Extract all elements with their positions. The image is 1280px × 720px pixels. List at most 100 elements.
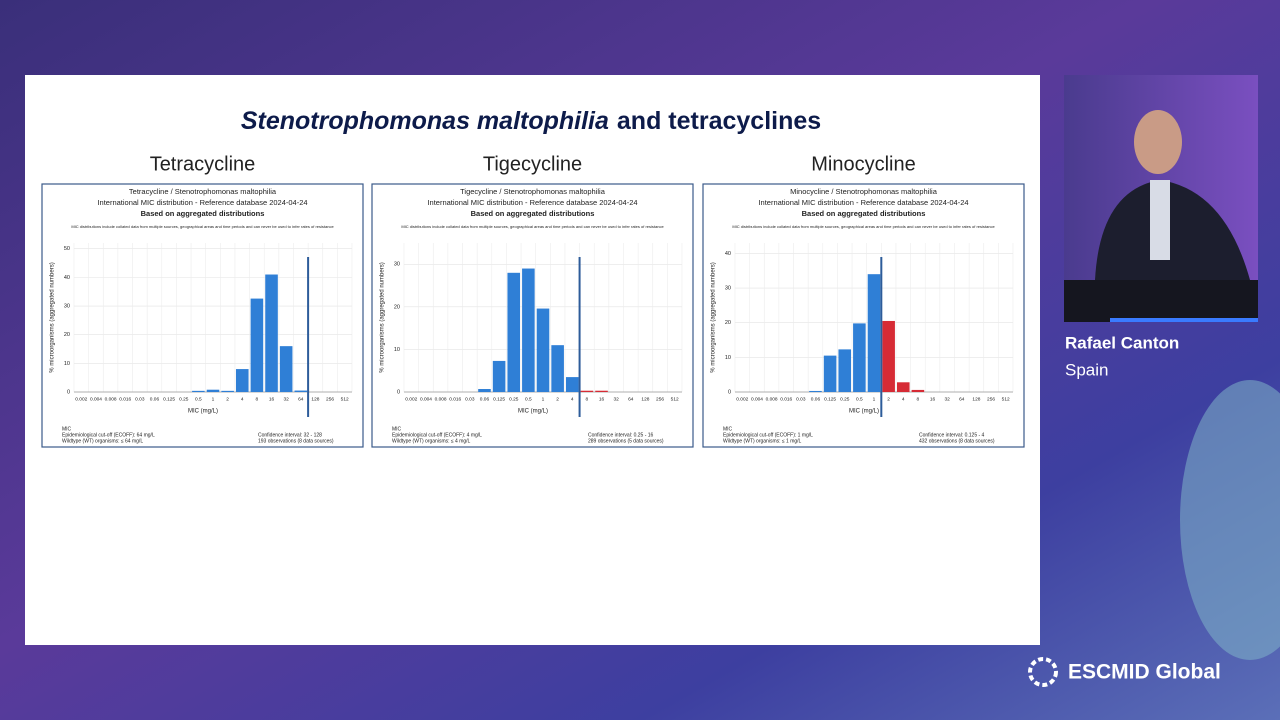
y-axis-label: % microorganisms (aggregated numbers) xyxy=(711,262,717,372)
chart: Tetracycline Tetracycline / Stenotrophomo… xyxy=(41,153,364,448)
y-tick-label: 40 xyxy=(64,275,70,281)
footer-left: Wildtype (WT) organisms: ≤ 4 mg/L xyxy=(392,438,471,444)
bar xyxy=(565,377,579,392)
bar xyxy=(522,268,535,392)
x-tick-label: 8 xyxy=(917,396,920,402)
bar xyxy=(250,298,264,392)
footer-left: MIC xyxy=(62,426,72,432)
bar xyxy=(896,382,910,392)
x-tick-label: 16 xyxy=(599,396,605,402)
x-tick-label: 0.03 xyxy=(465,396,475,402)
x-tick-label: 8 xyxy=(256,396,259,402)
decor xyxy=(1180,380,1280,660)
x-tick-label: 0.002 xyxy=(405,396,417,402)
speaker-body xyxy=(1095,180,1250,280)
footer-right: 289 observations (5 data sources) xyxy=(588,438,664,444)
x-tick-label: 64 xyxy=(959,396,965,402)
chart-title-line: Based on aggregated distributions xyxy=(141,209,265,218)
bar xyxy=(823,355,837,392)
footer-left: MIC xyxy=(392,426,402,432)
chart-title-line: Tetracycline / Stenotrophomonas maltophi… xyxy=(129,187,277,196)
x-tick-label: 1 xyxy=(212,396,215,402)
x-tick-label: 4 xyxy=(571,396,574,402)
x-tick-label: 0.002 xyxy=(736,396,748,402)
x-tick-label: 16 xyxy=(269,396,275,402)
y-tick-label: 0 xyxy=(728,389,731,395)
chart-title-line: International MIC distribution - Referen… xyxy=(427,198,637,207)
bar xyxy=(279,346,293,392)
footer-left: Epidemiological cut-off (ECOFF): 64 mg/L xyxy=(62,432,155,438)
x-tick-label: 0.25 xyxy=(509,396,519,402)
footer-right: Confidence interval: 32 - 128 xyxy=(258,432,322,438)
x-tick-label: 1 xyxy=(542,396,545,402)
bar xyxy=(221,390,234,392)
x-tick-label: 256 xyxy=(987,396,995,402)
bar xyxy=(911,389,925,392)
x-tick-label: 512 xyxy=(341,396,349,402)
x-axis-label: MIC (mg/L) xyxy=(188,409,218,415)
y-axis-label: % microorganisms (aggregated numbers) xyxy=(50,262,56,372)
y-tick-label: 0 xyxy=(67,389,70,395)
chart-heading: Tigecycline xyxy=(483,153,582,175)
speaker-shirt xyxy=(1150,180,1170,260)
y-tick-label: 20 xyxy=(394,304,400,310)
x-tick-label: 0.008 xyxy=(435,396,447,402)
x-tick-label: 0.016 xyxy=(119,396,131,402)
bar xyxy=(580,390,594,392)
x-tick-label: 128 xyxy=(972,396,980,402)
x-tick-label: 512 xyxy=(1002,396,1010,402)
x-tick-label: 8 xyxy=(586,396,589,402)
bar xyxy=(492,360,506,392)
x-tick-label: 0.008 xyxy=(105,396,117,402)
x-tick-label: 2 xyxy=(887,396,890,402)
x-tick-label: 0.004 xyxy=(751,396,763,402)
x-tick-label: 4 xyxy=(241,396,244,402)
chart-disclaimer: MIC distributions include collated data … xyxy=(401,224,664,229)
x-tick-label: 256 xyxy=(326,396,334,402)
bar xyxy=(809,390,822,392)
lectern xyxy=(1064,280,1258,322)
y-tick-label: 30 xyxy=(64,303,70,309)
footer-left: Epidemiological cut-off (ECOFF): 4 mg/L xyxy=(392,432,482,438)
bar xyxy=(838,349,852,392)
speaker-video xyxy=(1064,75,1258,322)
x-tick-label: 0.5 xyxy=(525,396,532,402)
chart-frame xyxy=(41,183,364,448)
x-tick-label: 0.5 xyxy=(195,396,202,402)
x-tick-label: 1 xyxy=(873,396,876,402)
x-tick-label: 128 xyxy=(641,396,649,402)
x-tick-label: 2 xyxy=(556,396,559,402)
x-tick-label: 0.03 xyxy=(135,396,145,402)
chart-frame xyxy=(702,183,1025,448)
logo-text: ESCMID Global xyxy=(1068,661,1221,684)
bar xyxy=(507,272,521,392)
y-tick-label: 10 xyxy=(725,355,731,361)
bar xyxy=(551,345,564,392)
x-tick-label: 0.008 xyxy=(766,396,778,402)
footer-right: Confidence interval: 0.125 - 4 xyxy=(919,432,985,438)
chart-title-line: Minocycline / Stenotrophomonas maltophil… xyxy=(790,187,938,196)
x-tick-label: 0.002 xyxy=(75,396,87,402)
footer-right: Confidence interval: 0.25 - 16 xyxy=(588,432,654,438)
speaker-head xyxy=(1134,110,1182,174)
y-tick-label: 10 xyxy=(394,347,400,353)
y-tick-label: 20 xyxy=(64,332,70,338)
x-tick-label: 0.25 xyxy=(840,396,850,402)
bar xyxy=(265,274,278,392)
footer-left: Wildtype (WT) organisms: ≤ 1 mg/L xyxy=(723,438,802,444)
x-tick-label: 0.125 xyxy=(163,396,175,402)
bar xyxy=(192,390,205,392)
bar xyxy=(235,369,249,392)
y-tick-label: 30 xyxy=(394,262,400,268)
chart-title-line: Based on aggregated distributions xyxy=(802,209,926,218)
x-tick-label: 0.016 xyxy=(449,396,461,402)
x-tick-label: 32 xyxy=(613,396,619,402)
x-tick-label: 0.016 xyxy=(780,396,792,402)
bar xyxy=(294,390,308,392)
slide-title-italic: Stenotrophomonas maltophilia xyxy=(241,107,609,135)
y-tick-label: 0 xyxy=(397,389,400,395)
x-tick-label: 0.25 xyxy=(179,396,189,402)
bar xyxy=(853,323,866,392)
